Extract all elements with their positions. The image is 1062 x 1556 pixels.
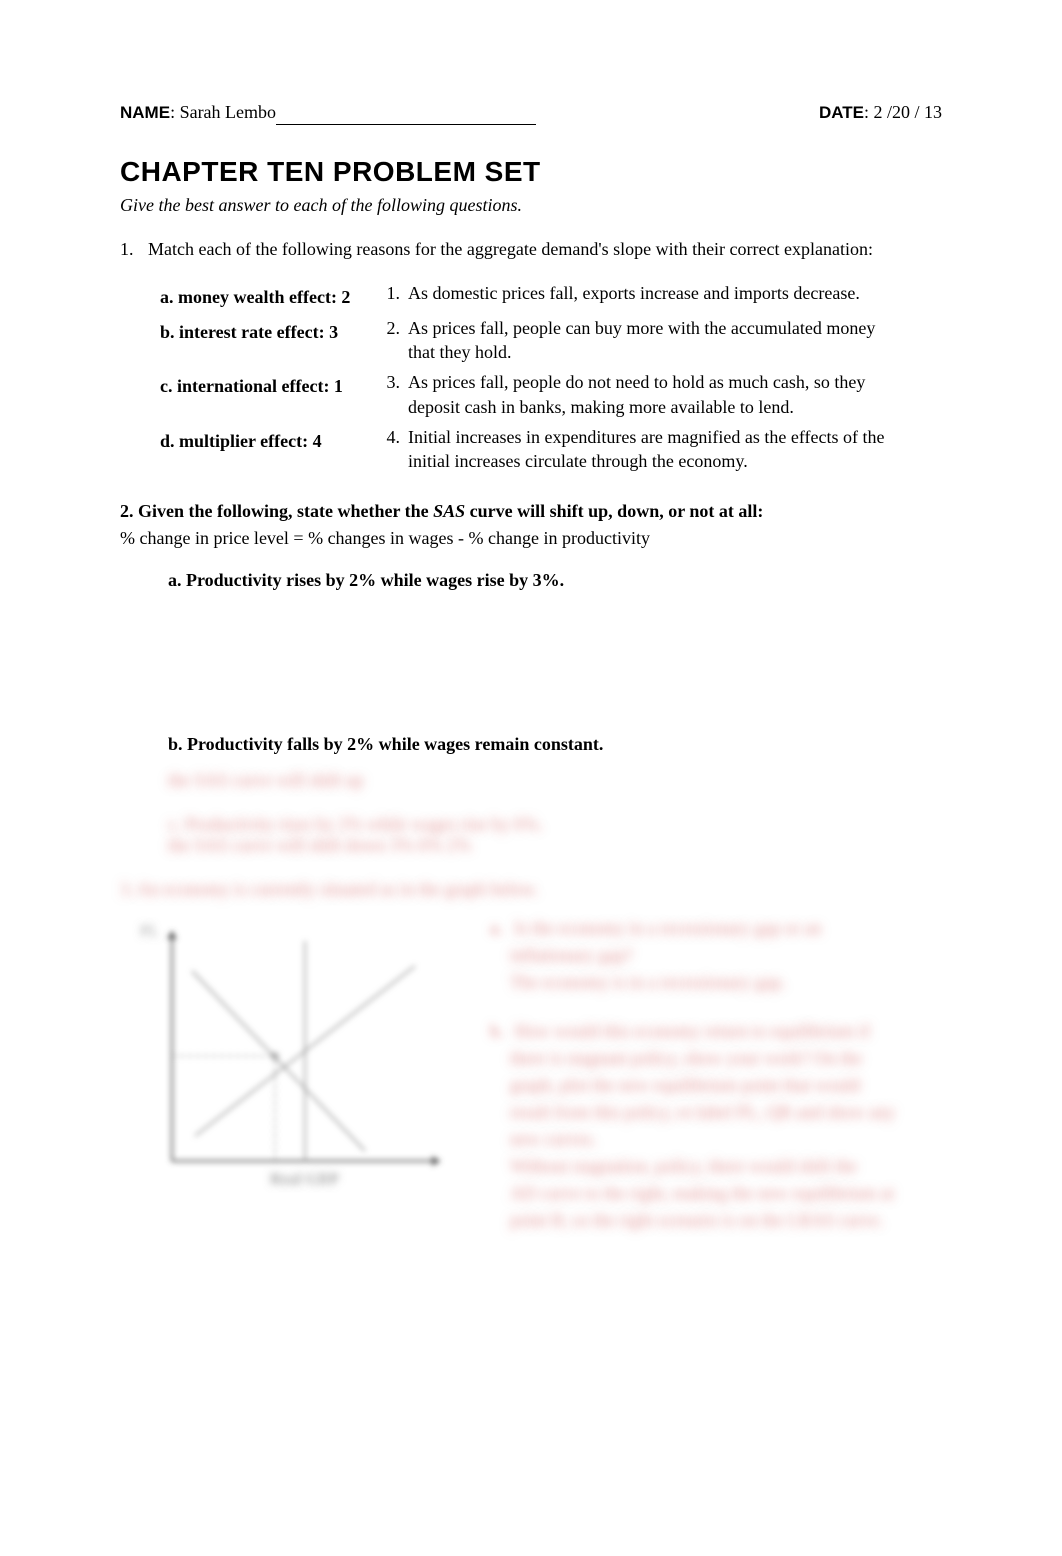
match-left: d. multiplier effect: 4	[160, 425, 380, 474]
header-date: DATE: 2 /20 / 13	[819, 100, 942, 125]
q3-content-row: PL Real GDP a. Is the economy in a reces…	[120, 911, 942, 1256]
name-value: : Sarah Lembo	[170, 102, 276, 122]
match-num: 3.	[380, 370, 408, 419]
q2c-blurred-answer: the SAS curve will shift down 3% 6% 2%	[168, 835, 942, 857]
match-right: As domestic prices fall, exports increas…	[408, 281, 898, 309]
match-left: a. money wealth effect: 2	[160, 281, 380, 309]
q2-suffix: curve will shift up, down, or not at all…	[465, 501, 763, 521]
match-right: Initial increases in expenditures are ma…	[408, 425, 898, 474]
match-left: c. international effect: 1	[160, 370, 380, 419]
q2-italic: SAS	[433, 501, 465, 521]
question-1: 1. Match each of the following reasons f…	[120, 237, 942, 261]
q3a-blurred: a. Is the economy in a recessionary gap …	[490, 915, 942, 996]
q3b-line: How would this economy return to equilib…	[515, 1021, 870, 1041]
spacer	[120, 857, 942, 877]
q1-match-table: a. money wealth effect: 2 1. As domestic…	[160, 275, 898, 479]
q3-blurred-heading: 3. An economy is currently situated as i…	[120, 877, 942, 901]
page-title: CHAPTER TEN PROBLEM SET	[120, 153, 942, 191]
q1-number: 1.	[120, 237, 148, 261]
match-right: As prices fall, people do not need to ho…	[408, 370, 898, 419]
q2b-label: b. Productivity falls by 2% while wages …	[168, 732, 942, 756]
match-num: 1.	[380, 281, 408, 309]
y-axis-label: PL	[140, 921, 159, 943]
q2-prefix: 2. Given the following, state whether th…	[120, 501, 433, 521]
table-row: b. interest rate effect: 3 2. As prices …	[160, 316, 898, 365]
match-num: 4.	[380, 425, 408, 474]
q3a-num: a.	[490, 915, 510, 942]
spacer	[120, 602, 942, 722]
q3b-line: there is stagnant policy, show your work…	[510, 1048, 862, 1068]
q3b-line: result from this policy, re-label PL, QR…	[510, 1102, 895, 1122]
q2-formula: % change in price level = % changes in w…	[120, 526, 942, 550]
table-row: a. money wealth effect: 2 1. As domestic…	[160, 281, 898, 309]
header-name: NAME: Sarah Lembo	[120, 100, 536, 125]
q2a-label: a. Productivity rises by 2% while wages …	[168, 568, 942, 592]
q3a-line: The economy is in a recessionary gap.	[510, 972, 785, 992]
table-row: d. multiplier effect: 4 4. Initial incre…	[160, 425, 898, 474]
q1-prompt: Match each of the following reasons for …	[148, 237, 873, 261]
q2b-blurred-answer: the SAS curve will shift up	[168, 767, 942, 794]
q3b-num: b.	[490, 1018, 510, 1045]
document-header: NAME: Sarah Lembo DATE: 2 /20 / 13	[120, 100, 942, 125]
name-underline	[276, 124, 536, 125]
q3-right-column: a. Is the economy in a recessionary gap …	[490, 911, 942, 1256]
subtitle: Give the best answer to each of the foll…	[120, 193, 942, 217]
name-label: NAME	[120, 103, 170, 122]
date-value: : 2 /20 / 13	[864, 102, 942, 122]
q3b-line: new curves.	[510, 1129, 596, 1149]
match-right: As prices fall, people can buy more with…	[408, 316, 898, 365]
q3b-line: Without stagnation, policy, there would …	[510, 1156, 857, 1176]
q3a-line: inflationary gap?	[510, 945, 632, 965]
q2c-blurred-label: c. Productivity rises by 2% while wages …	[168, 814, 942, 836]
table-row: c. international effect: 1 3. As prices …	[160, 370, 898, 419]
q2-heading: 2. Given the following, state whether th…	[120, 499, 942, 523]
economics-chart	[120, 911, 460, 1201]
match-num: 2.	[380, 316, 408, 365]
q3b-line: point B, so the right scenario is on the…	[510, 1210, 883, 1230]
x-axis-label: Real GDP	[270, 1169, 339, 1191]
spacer	[120, 794, 942, 814]
q3b-line: AD curve to the right, making the new eq…	[510, 1183, 894, 1203]
match-left: b. interest rate effect: 3	[160, 316, 380, 365]
chart-container: PL Real GDP	[120, 911, 460, 1211]
date-label: DATE	[819, 103, 864, 122]
q3a-line: Is the economy in a recessionary gap or …	[515, 918, 822, 938]
q3b-blurred: b. How would this economy return to equi…	[490, 1018, 942, 1234]
q3b-line: graph, plot the new equilibrium point th…	[510, 1075, 860, 1095]
